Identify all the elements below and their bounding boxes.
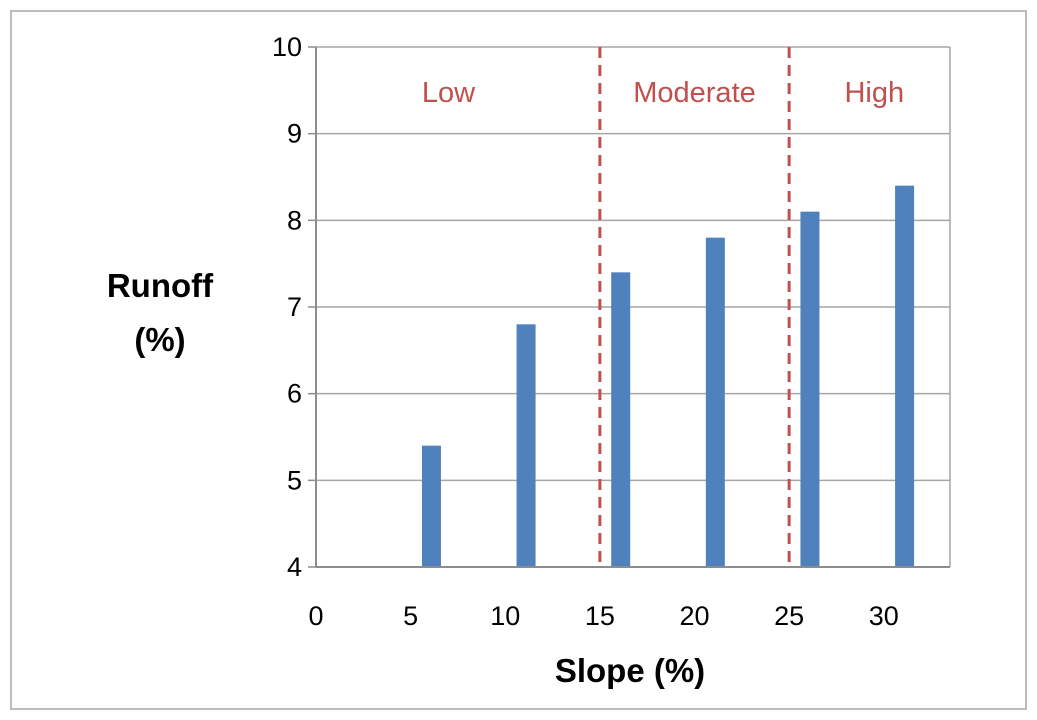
y-axis-title-line-2: (%) — [134, 321, 185, 358]
y-tick-label-8: 8 — [287, 205, 302, 235]
y-tick-label-6: 6 — [287, 379, 302, 409]
bar-series — [422, 186, 914, 567]
x-tick-labels: 0 5 10 15 20 25 30 — [308, 601, 898, 631]
x-tick-label-5: 5 — [403, 601, 418, 631]
x-axis-title: Slope (%) — [555, 652, 705, 689]
bar-slope-15 — [611, 272, 630, 567]
zone-label-high: High — [844, 77, 904, 109]
bar-slope-30 — [895, 186, 914, 567]
bar-slope-25 — [800, 212, 819, 567]
x-tick-label-25: 25 — [774, 601, 804, 631]
gridlines — [316, 47, 950, 567]
zone-label-low: Low — [422, 77, 476, 109]
y-tick-label-4: 4 — [287, 552, 302, 582]
x-tick-label-15: 15 — [585, 601, 615, 631]
zone-label-moderate: Moderate — [633, 77, 756, 109]
x-tick-label-0: 0 — [308, 601, 323, 631]
y-tick-label-10: 10 — [272, 32, 302, 62]
zone-labels: Low Moderate High — [422, 77, 904, 109]
y-tick-label-9: 9 — [287, 119, 302, 149]
x-tick-label-20: 20 — [679, 601, 709, 631]
y-axis-title-line-1: Runoff — [107, 267, 214, 304]
bar-slope-20 — [706, 238, 725, 567]
x-tick-label-10: 10 — [490, 601, 520, 631]
y-tick-labels: 4 5 6 7 8 9 10 — [272, 32, 302, 582]
x-tick-label-30: 30 — [869, 601, 899, 631]
y-tick-label-5: 5 — [287, 465, 302, 495]
bar-slope-5 — [422, 446, 441, 567]
bar-slope-10 — [517, 324, 536, 567]
y-tick-label-7: 7 — [287, 292, 302, 322]
